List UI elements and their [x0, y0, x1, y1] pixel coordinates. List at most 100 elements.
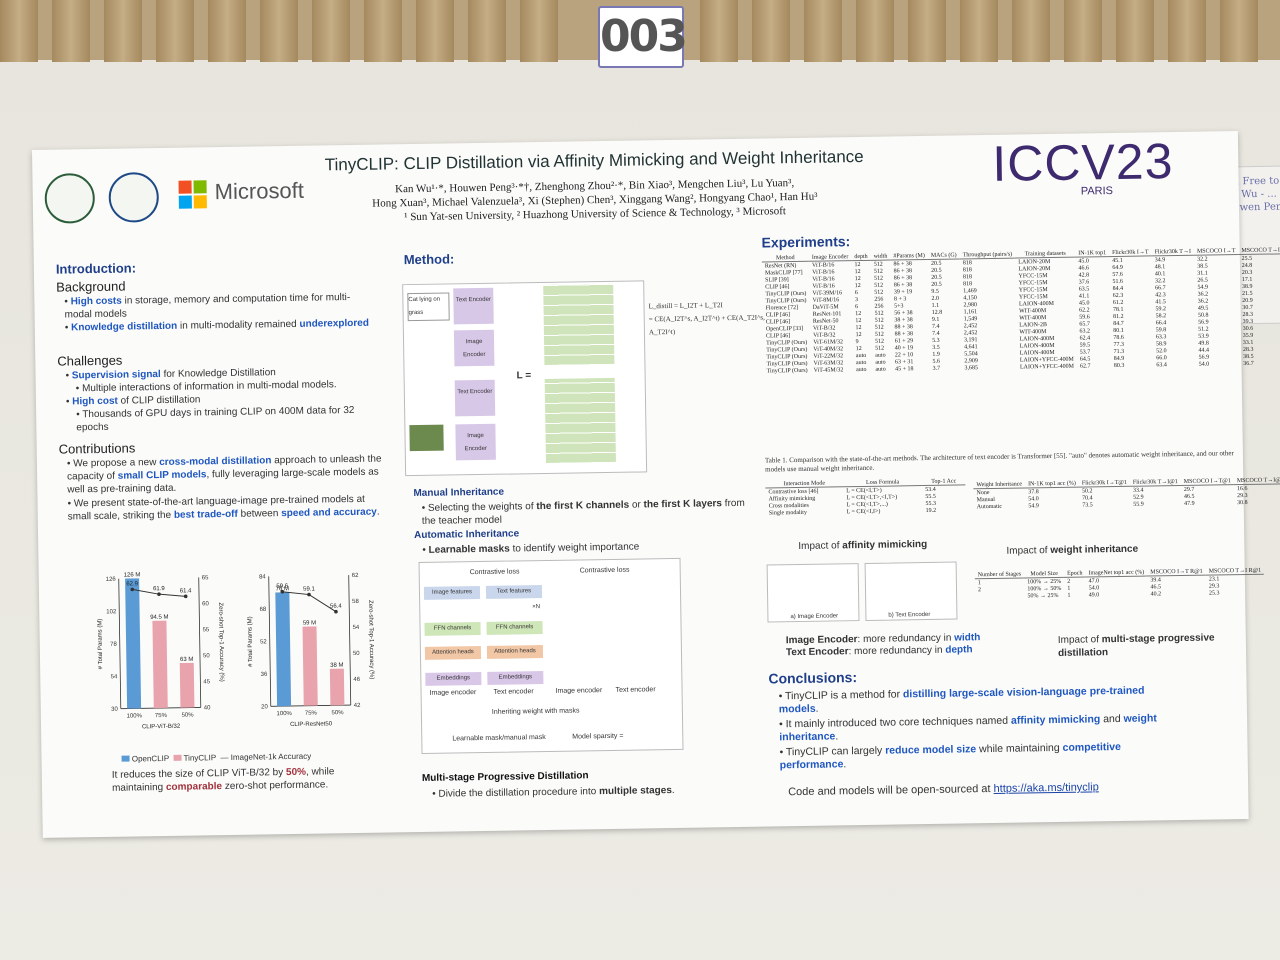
chart-y-tick: 78 [110, 642, 117, 648]
chart-y2-axis [198, 577, 202, 708]
author-list: Kan Wu¹·*, Houwen Peng³·*†, Zhenghong Zh… [295, 174, 896, 225]
chart-accuracy-label: 61.9 [153, 586, 165, 592]
sota-table-cell: auto [856, 366, 867, 373]
table1-caption: Table 1. Comparison with the state-of-th… [764, 449, 1234, 474]
multistage-table-cell: 1 [1067, 592, 1071, 599]
chart-bar-label: 94.5 M [150, 615, 168, 621]
inheritance-table-cell: 73.5 [1082, 501, 1093, 509]
chart-y-tick: 84 [259, 574, 266, 580]
inheritance-table-cell: 47.9 [1184, 500, 1195, 507]
sota-table-cell: 3.7 [932, 365, 941, 372]
manual-inheritance-title: Manual Inheritance [413, 486, 505, 500]
sota-table-cell: auto [875, 366, 886, 373]
chart-y-tick: 102 [106, 609, 117, 615]
sota-table-cell: 62.7 [1079, 362, 1091, 370]
chart-bar-label: 63 M [180, 657, 193, 663]
sota-table-cell: 54.0 [1198, 361, 1210, 368]
image-encoder-label: Image encoder [555, 687, 603, 695]
chart-y2-label: Zero-shot Top-1 Accuracy (%) [217, 602, 224, 681]
impact-affinity-label: Impact of affinity mimicking [798, 538, 928, 553]
chart-x-tick: 50% [182, 713, 195, 719]
chart-accuracy-point [280, 589, 285, 594]
chart-x-tick: 75% [155, 713, 168, 719]
interaction-mode-table: Interaction Mode Loss Formula Top-1 Acc Con… [765, 477, 966, 516]
microsoft-logo-icon [178, 180, 207, 209]
inheriting-weight-label: Inheriting weight with masks [491, 707, 580, 716]
conclusions-heading: Conclusions: [768, 669, 858, 687]
charts-caption: It reduces the size of CLIP ViT-B/32 by … [111, 766, 335, 794]
poster: Microsoft TinyCLIP: CLIP Distillation vi… [32, 131, 1280, 838]
redundancy-plot-text: b) Text Encoder [864, 561, 958, 621]
multistage-table-cell [975, 592, 1024, 600]
fig-b-label: b) Text Encoder [888, 611, 931, 619]
inheritance-table-cell: Automatic [976, 503, 1003, 510]
chart-y2-tick: 60 [202, 601, 209, 607]
chart-accuracy-label: 62.9 [126, 581, 138, 587]
booth-number: 003 [598, 6, 688, 68]
student-text-encoder: Text Encoder [454, 379, 496, 417]
sota-table-cell: TinyCLIP (Ours) [766, 346, 808, 353]
sparsity-formula: Model sparsity = [572, 732, 624, 741]
chart-accuracy-label: 56.4 [330, 604, 342, 610]
text-encoder-label: Text encoder [615, 686, 656, 694]
chart-accuracy-point [157, 592, 161, 596]
teacher-affinity-matrix [543, 283, 615, 365]
multistage-table-cell: 25.3 [1208, 589, 1220, 597]
chart-legend: OpenCLIP TinyCLIP — ImageNet-1k Accuracy [121, 750, 311, 766]
chart-bar [329, 668, 345, 706]
chart-y-label: # Total Params (M) [247, 616, 254, 667]
chart-y2-tick: 50 [203, 653, 210, 659]
cat-image [409, 424, 444, 452]
sota-table-cell: 36.7 [1243, 360, 1254, 367]
teacher-text-encoder: Text Encoder [453, 287, 494, 325]
sota-table-cell: ViT-45M/32 [813, 366, 844, 374]
sota-table-cell: TinyCLIP (Ours) [766, 367, 808, 374]
background-title: Background [56, 278, 126, 295]
chart-bar-label: 59 M [303, 620, 316, 626]
multistage-table-cell: 50% → 25% [1027, 592, 1059, 599]
hust-logo [108, 172, 160, 223]
chart-accuracy-label: 61.4 [180, 588, 192, 594]
chart-bar [179, 662, 195, 708]
wood-slat-ceiling [0, 0, 1280, 62]
chart-y-tick: 68 [260, 607, 267, 613]
chart-title: CLIP-ViT-B/32 [142, 724, 181, 731]
sota-table-cell: OpenCLIP [33] [765, 325, 804, 332]
method-heading: Method: [403, 251, 455, 268]
experiments-heading: Experiments: [761, 233, 851, 251]
multistage-table-cell: 100% → 25% [1027, 578, 1062, 585]
chart-bar-label: 126 M [124, 572, 141, 578]
conclusion-item: • TinyCLIP can largely reduce model size… [779, 740, 1122, 772]
ffn-channels-box: FFN channels [424, 622, 481, 636]
inheritance-table-cell: 54.9 [1028, 502, 1039, 509]
attention-heads-box: Attention heads [486, 645, 544, 659]
chart-y2-tick: 54 [353, 625, 360, 631]
chart-y2-tick: 46 [353, 677, 360, 683]
caption-box: Cat lying on grass [407, 292, 450, 322]
conclusion-item: • It mainly introduced two core techniqu… [779, 712, 1157, 744]
conference-location: PARIS [1080, 185, 1114, 198]
method-diagram: Cat lying on grass Text Encoder Image En… [402, 280, 648, 477]
multistage-table-cell: 49.0 [1088, 591, 1100, 598]
chart-accuracy-point [307, 592, 311, 597]
code-link[interactable]: https://aka.ms/tinyclip [993, 781, 1099, 795]
chart-accuracy-label: 59.1 [303, 586, 315, 592]
sota-table-cell: TinyCLIP (Ours) [766, 353, 808, 360]
fig-a-label: a) Image Encoder [790, 613, 839, 621]
chart-y-tick: 36 [261, 672, 268, 678]
contribution-item: • We propose a new cross-modal distillat… [66, 453, 382, 496]
inheritance-table-cell: 30.8 [1237, 499, 1248, 506]
image-features-box: Image features [423, 586, 481, 600]
text-encoder-finding: Text Encoder: more redundancy in depth [785, 644, 973, 659]
mask-legend: Learnable mask/manual mask [452, 734, 546, 743]
repeat-n-label: ×N [532, 604, 541, 611]
chart-y2-tick: 58 [352, 599, 359, 605]
challenge-subitem: • Thousands of GPU days in training CLIP… [76, 404, 355, 434]
intro-heading: Introduction: [55, 260, 137, 277]
sota-table-cell: 45 + 18 [895, 365, 914, 372]
sota-table-cell: TinyCLIP (Ours) [765, 290, 807, 297]
multistage-title: Multi-stage Progressive Distillation [421, 770, 589, 784]
sota-table-cell: LAION+YFCC-400M [1019, 363, 1075, 371]
chart-bar [302, 626, 318, 706]
chart-bar [125, 578, 142, 709]
